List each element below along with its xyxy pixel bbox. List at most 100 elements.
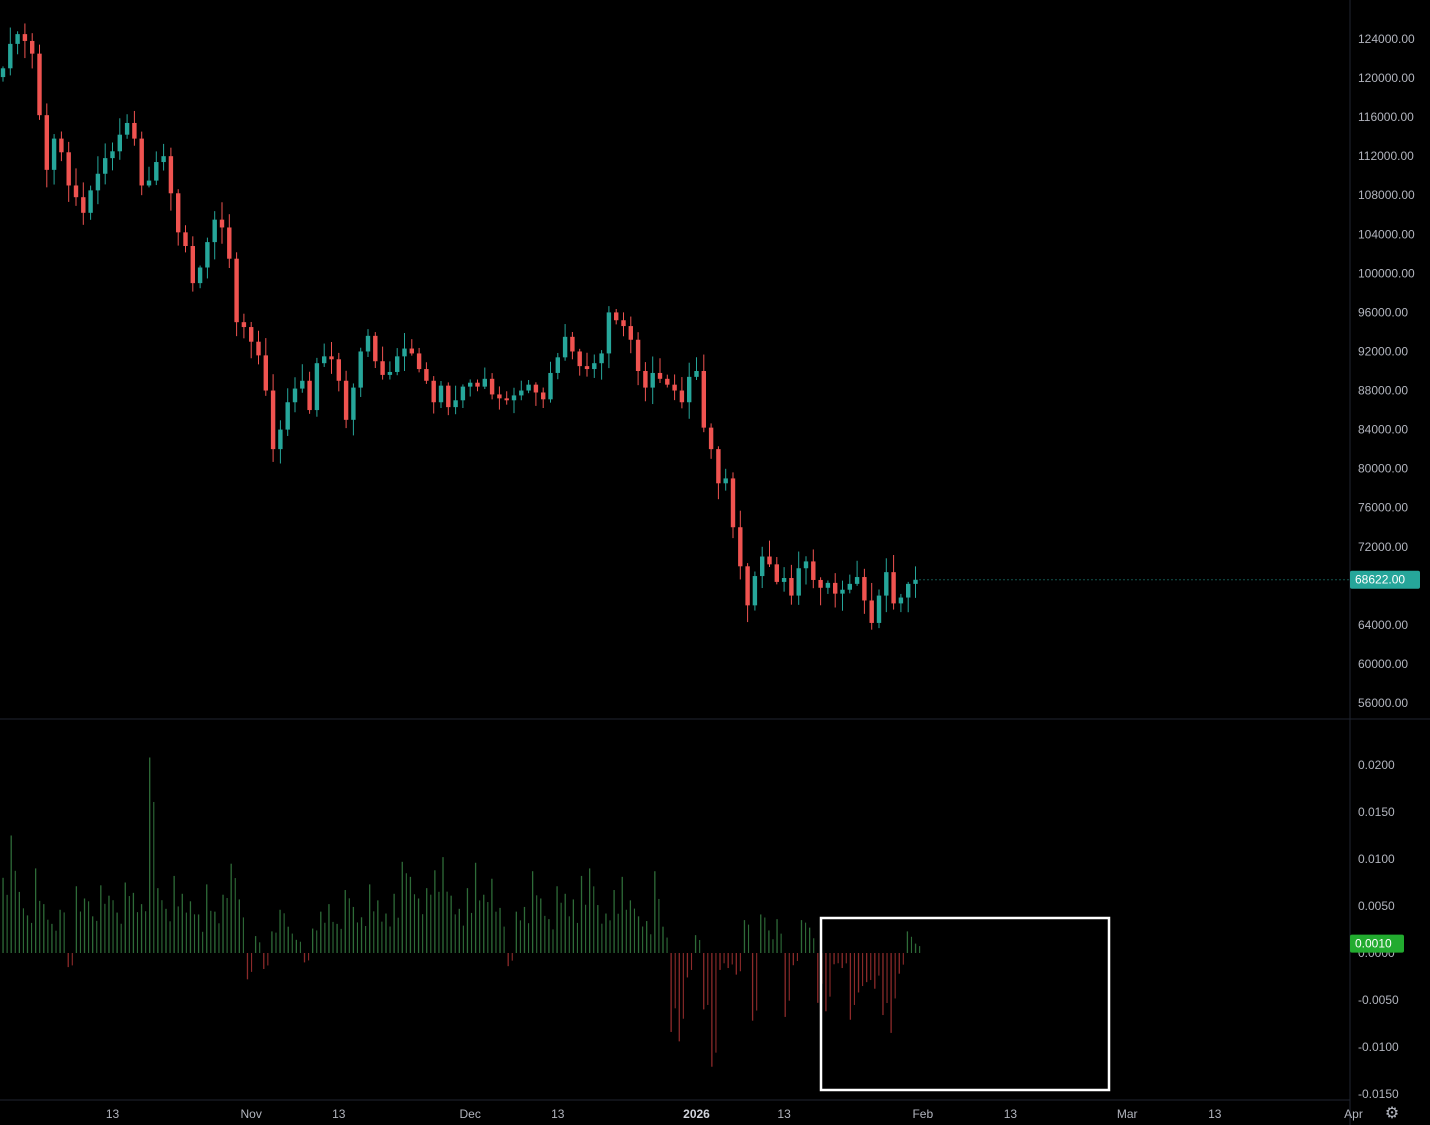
candle[interactable]: [205, 237, 210, 279]
indicator-bar[interactable]: [523, 906, 526, 953]
candle[interactable]: [774, 557, 779, 585]
indicator-bar[interactable]: [531, 871, 534, 953]
indicator-bar[interactable]: [756, 953, 758, 1011]
indicator-bar[interactable]: [601, 923, 603, 953]
candle[interactable]: [117, 118, 122, 160]
indicator-bar[interactable]: [910, 936, 913, 953]
indicator-bar[interactable]: [389, 926, 391, 953]
indicator-bar[interactable]: [723, 953, 725, 964]
indicator-bar[interactable]: [674, 953, 676, 1009]
indicator-bar[interactable]: [79, 911, 81, 953]
indicator-bar[interactable]: [914, 943, 917, 953]
indicator-bar[interactable]: [14, 870, 16, 953]
indicator-bar[interactable]: [654, 871, 656, 953]
indicator-bar[interactable]: [2, 877, 4, 953]
indicator-bar[interactable]: [377, 900, 379, 953]
candle[interactable]: [37, 44, 42, 120]
candle[interactable]: [190, 236, 195, 292]
candle[interactable]: [657, 358, 663, 384]
indicator-bar[interactable]: [88, 901, 90, 953]
candle[interactable]: [416, 347, 422, 373]
indicator-bar[interactable]: [646, 921, 648, 953]
indicator-bar[interactable]: [694, 935, 697, 953]
indicator-bar[interactable]: [511, 953, 513, 961]
indicator-bar[interactable]: [507, 953, 509, 967]
candle[interactable]: [424, 362, 429, 384]
candle[interactable]: [460, 384, 466, 408]
indicator-bar[interactable]: [189, 901, 192, 953]
indicator-bar[interactable]: [279, 909, 281, 953]
indicator-bar[interactable]: [287, 926, 289, 953]
indicator-bar[interactable]: [776, 919, 778, 953]
candle[interactable]: [51, 134, 57, 185]
candle[interactable]: [541, 387, 546, 409]
candle[interactable]: [278, 420, 283, 464]
indicator-bar[interactable]: [682, 953, 684, 1019]
indicator-bar[interactable]: [22, 908, 24, 953]
candle[interactable]: [913, 566, 918, 598]
candle[interactable]: [497, 386, 502, 410]
candle[interactable]: [300, 364, 305, 393]
indicator-bar[interactable]: [890, 953, 892, 1033]
candle[interactable]: [621, 312, 626, 337]
last-indicator-badge[interactable]: [1350, 934, 1404, 953]
candle[interactable]: [548, 361, 553, 403]
indicator-bar[interactable]: [328, 904, 330, 953]
indicator-bar[interactable]: [71, 953, 73, 966]
candle[interactable]: [511, 387, 517, 414]
indicator-bar[interactable]: [906, 931, 909, 953]
indicator-bar[interactable]: [727, 953, 729, 969]
indicator-bar[interactable]: [356, 922, 359, 953]
indicator-bar[interactable]: [393, 893, 395, 953]
candle[interactable]: [592, 354, 597, 378]
indicator-bar[interactable]: [470, 912, 473, 953]
indicator-bar[interactable]: [690, 953, 693, 970]
indicator-bar[interactable]: [560, 902, 562, 953]
candle[interactable]: [161, 143, 166, 171]
candle[interactable]: [526, 380, 531, 394]
indicator-bar[interactable]: [808, 927, 811, 953]
indicator-bar[interactable]: [116, 912, 118, 953]
indicator-bar[interactable]: [572, 899, 575, 953]
indicator-bar[interactable]: [409, 876, 412, 953]
candle[interactable]: [672, 374, 677, 401]
indicator-bar[interactable]: [919, 946, 921, 953]
candle[interactable]: [708, 423, 714, 459]
candle[interactable]: [869, 582, 874, 630]
candle[interactable]: [884, 558, 889, 613]
candle[interactable]: [351, 383, 356, 436]
indicator-bar[interactable]: [499, 907, 501, 953]
indicator-bar[interactable]: [6, 894, 8, 953]
candle[interactable]: [219, 202, 225, 244]
indicator-bar[interactable]: [438, 891, 440, 953]
indicator-bar[interactable]: [845, 953, 847, 964]
indicator-bar[interactable]: [299, 941, 301, 953]
candle[interactable]: [322, 343, 327, 367]
indicator-bar[interactable]: [271, 931, 273, 953]
price-pane[interactable]: [0, 23, 1350, 630]
indicator-bar[interactable]: [650, 934, 652, 953]
indicator-bar[interactable]: [699, 940, 701, 953]
indicator-bar[interactable]: [479, 900, 481, 953]
indicator-bar[interactable]: [829, 953, 831, 997]
indicator-bar[interactable]: [474, 862, 477, 953]
indicator-bar[interactable]: [316, 930, 318, 953]
candle[interactable]: [679, 377, 685, 409]
indicator-bar[interactable]: [100, 885, 102, 953]
indicator-bar[interactable]: [862, 953, 864, 987]
indicator-bar[interactable]: [63, 912, 65, 953]
candle[interactable]: [570, 331, 575, 360]
indicator-bar[interactable]: [75, 886, 78, 953]
candle[interactable]: [811, 549, 816, 589]
indicator-bar[interactable]: [495, 911, 497, 953]
indicator-bar[interactable]: [866, 953, 868, 983]
indicator-bar[interactable]: [426, 888, 428, 953]
gear-icon[interactable]: ⚙: [1384, 1103, 1400, 1122]
candle[interactable]: [30, 33, 35, 69]
indicator-bar[interactable]: [870, 953, 872, 981]
candle[interactable]: [504, 391, 509, 405]
indicator-bar[interactable]: [462, 925, 464, 953]
candle[interactable]: [833, 573, 838, 608]
candle[interactable]: [577, 348, 582, 376]
indicator-bar[interactable]: [47, 919, 49, 953]
